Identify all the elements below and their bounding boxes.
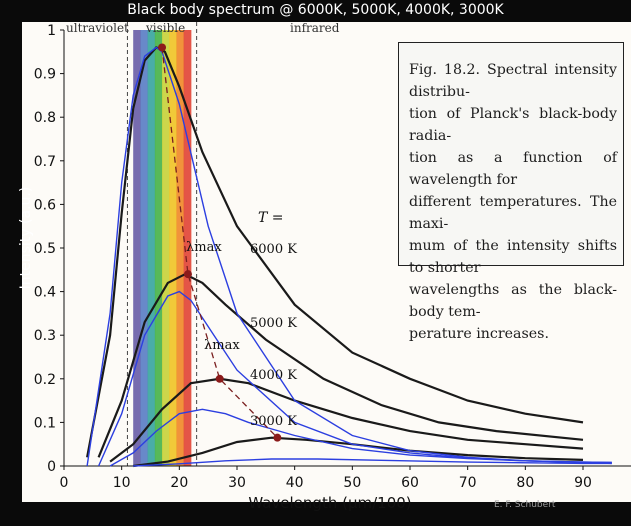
peak-marker: [158, 43, 167, 52]
curve-label-5000k: 5000 K: [250, 316, 297, 331]
caption-line: tion as a function of wavelength for: [409, 150, 617, 188]
x-tick-label: 30: [228, 475, 246, 491]
x-tick-label: 0: [60, 475, 69, 491]
temperature-label: T =: [258, 210, 284, 226]
curve-label-6000k: 6000 K: [250, 242, 297, 257]
y-tick-label: 0.5: [34, 241, 56, 257]
y-tick-label: 0.4: [34, 285, 56, 301]
textbook-curve: [109, 377, 584, 463]
visible-band-stripe: [154, 30, 163, 466]
peak-label-lambda-max-2: λmax: [204, 338, 240, 353]
caption-line: perature increases.: [409, 326, 549, 342]
visible-band-stripe: [176, 30, 185, 466]
y-tick-label: 0: [47, 459, 56, 475]
y-tick-label: 0.6: [34, 197, 56, 213]
y-axis-label: Intensity (a.u.): [18, 186, 34, 290]
y-tick-label: 0.2: [34, 372, 56, 388]
visible-band-stripe: [140, 30, 149, 466]
credit-text: E. F. Schubert: [494, 500, 556, 510]
x-tick-label: 10: [113, 475, 131, 491]
textbook-curve: [133, 436, 584, 468]
x-tick-label: 40: [286, 475, 304, 491]
region-label-visible: visible: [146, 21, 186, 35]
curve-label-4000k: 4000 K: [250, 368, 297, 383]
peak-label-lambda-max-1: λmax: [186, 240, 222, 255]
y-tick-label: 0.8: [34, 110, 56, 126]
peak-marker: [215, 374, 224, 383]
peak-marker: [183, 270, 192, 279]
region-label-infrared: infrared: [290, 21, 340, 35]
caption-line: different temperatures. The maxi-: [409, 194, 617, 232]
x-tick-label: 50: [343, 475, 361, 491]
x-axis-label: Wavelength (μm/100): [248, 494, 412, 512]
visible-band-stripe: [183, 30, 192, 466]
x-tick-label: 20: [170, 475, 188, 491]
peak-marker: [273, 433, 282, 442]
chart-title: Black body spectrum @ 6000K, 5000K, 4000…: [127, 2, 504, 18]
y-tick-label: 0.1: [34, 415, 56, 431]
visible-band-stripe: [169, 30, 177, 466]
figure-caption: Fig. 18.2. Spectral intensity distribu- …: [398, 42, 624, 342]
caption-line: mum of the intensity shifts to shorter: [409, 238, 617, 276]
caption-line: Fig. 18.2. Spectral intensity distribu-: [409, 62, 617, 100]
x-tick-label: 70: [459, 475, 477, 491]
lambda-max-trajectory: [161, 47, 278, 439]
x-tick-label: 90: [574, 475, 592, 491]
caption-line: wavelengths as the black-body tem-: [409, 282, 617, 320]
textbook-curve: [97, 272, 584, 458]
caption-line: tion of Planck's black-body radia-: [409, 106, 617, 144]
y-tick-label: 1: [47, 23, 56, 39]
y-tick-label: 0.9: [34, 67, 56, 83]
series-line: [133, 458, 612, 467]
x-tick-label: 60: [401, 475, 419, 491]
region-label-ultraviolet: ultraviolet: [66, 21, 129, 35]
visible-band-stripe: [147, 30, 156, 466]
visible-band-stripe: [133, 30, 141, 466]
x-tick-label: 80: [516, 475, 534, 491]
visible-band-stripe: [162, 30, 170, 466]
y-tick-label: 0.7: [34, 154, 56, 170]
curve-label-3000k: 3000 K: [250, 414, 297, 429]
y-tick-label: 0.3: [34, 328, 56, 344]
series-line: [109, 408, 612, 467]
textbook-curve: [86, 46, 584, 458]
